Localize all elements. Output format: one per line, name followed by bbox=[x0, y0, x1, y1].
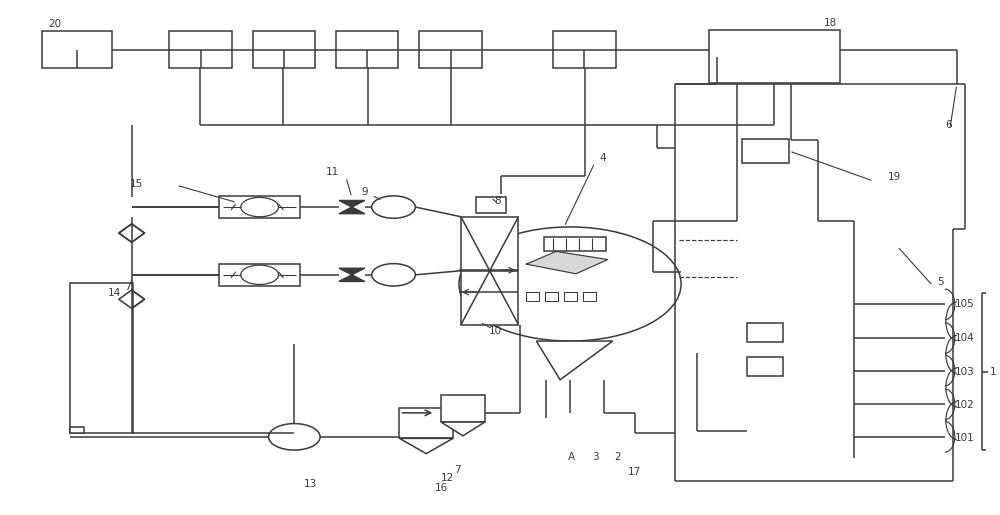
Bar bbox=[461, 217, 518, 325]
Bar bbox=[70, 427, 84, 433]
Bar bbox=[399, 408, 453, 438]
Text: 1: 1 bbox=[990, 367, 996, 376]
Text: 20: 20 bbox=[48, 19, 62, 29]
Bar bbox=[70, 283, 133, 433]
Bar bbox=[553, 31, 616, 68]
Polygon shape bbox=[441, 422, 485, 436]
Text: 103: 103 bbox=[955, 367, 975, 376]
Text: 18: 18 bbox=[824, 18, 837, 28]
Polygon shape bbox=[119, 224, 145, 242]
Text: 8: 8 bbox=[495, 196, 501, 207]
Text: 5: 5 bbox=[937, 277, 944, 287]
Bar bbox=[219, 264, 300, 285]
Text: 102: 102 bbox=[955, 400, 975, 410]
Text: 2: 2 bbox=[615, 452, 621, 462]
Text: 17: 17 bbox=[628, 467, 641, 477]
Circle shape bbox=[269, 423, 320, 450]
Polygon shape bbox=[339, 275, 365, 281]
Bar bbox=[526, 291, 539, 301]
Text: 16: 16 bbox=[435, 483, 448, 493]
Bar bbox=[219, 196, 300, 218]
Circle shape bbox=[372, 264, 415, 286]
Bar bbox=[169, 31, 232, 68]
Polygon shape bbox=[339, 268, 365, 275]
Text: 9: 9 bbox=[362, 187, 368, 197]
Bar bbox=[583, 291, 596, 301]
Polygon shape bbox=[526, 251, 608, 274]
Text: 11: 11 bbox=[326, 167, 339, 177]
Polygon shape bbox=[339, 207, 365, 214]
Bar bbox=[476, 197, 506, 213]
Text: 7: 7 bbox=[454, 466, 461, 475]
Text: 14: 14 bbox=[108, 288, 121, 298]
Bar bbox=[564, 291, 577, 301]
Bar bbox=[419, 31, 482, 68]
Bar bbox=[747, 323, 783, 341]
Polygon shape bbox=[119, 290, 145, 308]
Bar bbox=[747, 357, 783, 375]
Text: 19: 19 bbox=[887, 172, 901, 182]
Circle shape bbox=[241, 197, 278, 217]
Polygon shape bbox=[536, 341, 613, 380]
Bar bbox=[336, 31, 398, 68]
Bar bbox=[42, 31, 112, 68]
Text: 12: 12 bbox=[441, 473, 454, 483]
Text: 13: 13 bbox=[304, 479, 318, 489]
Circle shape bbox=[459, 227, 681, 341]
Text: 101: 101 bbox=[955, 433, 975, 443]
Circle shape bbox=[241, 265, 278, 284]
Text: 3: 3 bbox=[592, 452, 598, 462]
Text: 4: 4 bbox=[600, 153, 606, 163]
Text: 104: 104 bbox=[955, 333, 975, 343]
Text: 6: 6 bbox=[945, 120, 952, 130]
Text: 15: 15 bbox=[130, 179, 143, 188]
Bar bbox=[544, 237, 606, 251]
Polygon shape bbox=[339, 200, 365, 207]
Polygon shape bbox=[399, 438, 453, 454]
Bar bbox=[253, 31, 315, 68]
Text: 105: 105 bbox=[955, 299, 975, 310]
Text: A: A bbox=[568, 452, 575, 462]
Bar bbox=[709, 30, 840, 83]
Bar bbox=[742, 139, 789, 163]
Bar bbox=[545, 291, 558, 301]
Text: 10: 10 bbox=[489, 326, 502, 336]
Circle shape bbox=[372, 196, 415, 218]
Bar bbox=[441, 395, 485, 422]
